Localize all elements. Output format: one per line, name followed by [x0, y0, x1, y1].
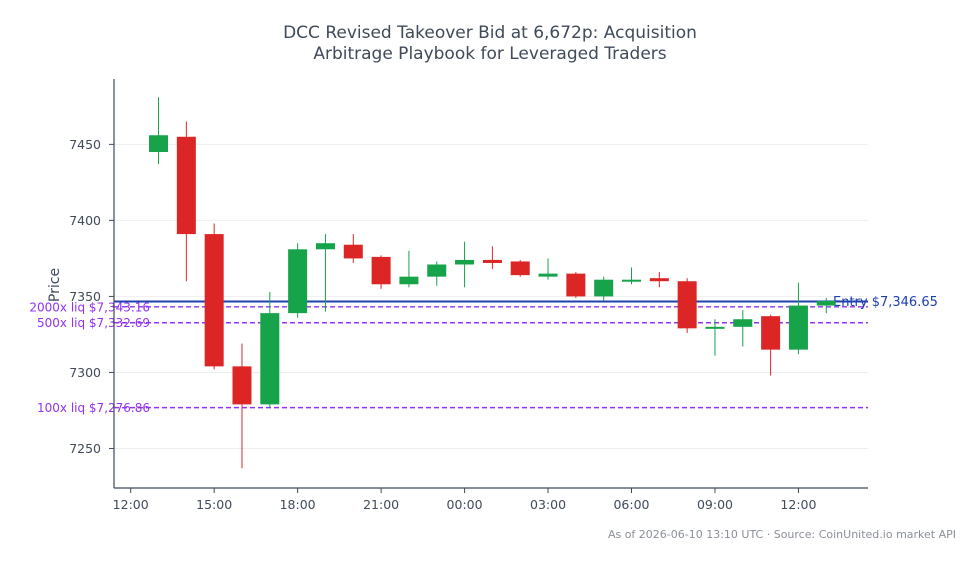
- candle-body-up: [733, 319, 753, 327]
- candle-body-down: [371, 256, 391, 285]
- x-tick-label: 12:00: [780, 497, 816, 512]
- candles: [149, 97, 836, 469]
- x-tick-label: 06:00: [613, 497, 649, 512]
- liq-label: 100x liq $7,276.86: [37, 401, 150, 415]
- candle-body-up: [538, 273, 558, 277]
- y-tick-label: 7300: [69, 365, 101, 380]
- entry-label: Entry $7,346.65: [833, 295, 938, 310]
- candle-body-down: [343, 244, 363, 259]
- candle-body-down: [761, 316, 781, 350]
- candle-body-down: [482, 259, 502, 263]
- candle-body-down: [677, 281, 697, 329]
- reference-lines: 2000x liq $7,343.16 500x liq $7,332.69 100…: [29, 295, 938, 415]
- y-axis-label: Price: [47, 268, 63, 302]
- candle-body-up: [705, 326, 725, 329]
- y-tick-label: 7400: [69, 213, 101, 228]
- candle-body-up: [455, 259, 475, 265]
- candle-body-up: [622, 279, 642, 282]
- y-tick-label: 7350: [69, 289, 101, 304]
- candle-body-up: [816, 300, 836, 306]
- candle-body-up: [260, 313, 280, 405]
- candle-body-down: [204, 234, 224, 367]
- candle-body-up: [288, 249, 308, 314]
- gridlines: [114, 143, 868, 449]
- x-tick-label: 00:00: [447, 497, 483, 512]
- x-tick-label: 12:00: [113, 497, 149, 512]
- footer-source-note: As of 2026-06-10 13:10 UTC · Source: Coi…: [608, 528, 956, 541]
- x-tick-label: 03:00: [530, 497, 566, 512]
- candle-body-up: [315, 243, 335, 250]
- axes: 7250 7300 7350 7400 7450 12:00 15:00 18:00 21:00…: [69, 79, 868, 512]
- y-tick-label: 7250: [69, 441, 101, 456]
- x-tick-label: 18:00: [280, 497, 316, 512]
- liq-label: 2000x liq $7,343.16: [29, 300, 150, 314]
- candle-body-up: [399, 276, 419, 285]
- x-tick-label: 15:00: [196, 497, 232, 512]
- chart-title-line-2: Arbitrage Playbook for Leveraged Traders: [313, 44, 666, 64]
- x-tick-label: 09:00: [697, 497, 733, 512]
- x-tick-label: 21:00: [363, 497, 399, 512]
- candle-body-up: [594, 279, 614, 297]
- candle-body-up: [427, 264, 447, 277]
- candle-body-up: [788, 305, 808, 350]
- candle-body-down: [566, 273, 586, 297]
- candle-body-down: [232, 366, 252, 405]
- candle-body-down: [176, 136, 196, 235]
- chart-title-line-1: DCC Revised Takeover Bid at 6,672p: Acqu…: [283, 23, 697, 43]
- liq-label: 500x liq $7,332.69: [37, 316, 150, 330]
- y-tick-label: 7450: [69, 137, 101, 152]
- candle-body-down: [649, 278, 669, 282]
- candle-body-down: [510, 261, 530, 276]
- candle-body-up: [149, 135, 169, 152]
